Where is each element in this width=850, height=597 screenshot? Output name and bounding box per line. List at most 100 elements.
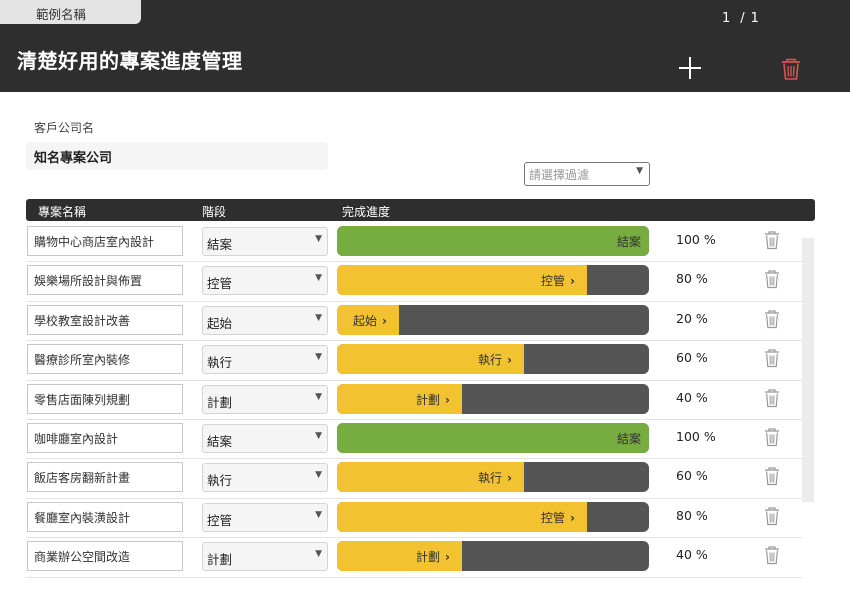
trash-icon[interactable] [764,348,780,368]
progress-fill: 控管 › [337,501,587,532]
trash-icon[interactable] [764,269,780,289]
progress-label: 計劃 [416,550,441,565]
column-header-stage: 階段 [202,205,227,219]
stage-select[interactable]: 計劃 ▼ [202,542,328,572]
trash-icon[interactable] [764,309,780,329]
project-name-field[interactable]: 零售店面陳列規劃 [27,383,183,414]
progress-bar: 起始 › [337,304,649,335]
chevron-down-icon: ▼ [315,431,322,441]
stage-select[interactable]: 控管 ▼ [202,266,328,296]
trash-icon[interactable] [764,466,780,486]
progress-label: 執行 [478,471,503,486]
plus-icon[interactable] [678,56,702,80]
table-row: 飯店客房翻新計畫 執行 ▼ 執行 › 60 % [26,459,802,499]
table-row: 購物中心商店室內設計 結案 ▼ 結案 100 % [26,223,802,263]
trash-icon[interactable] [764,427,780,447]
chevron-right-icon: › [507,353,512,368]
app-header: 範例名稱 1 / 1 清楚好用的專案進度管理 [0,0,850,92]
chevron-down-icon: ▼ [636,166,643,176]
percent-value: 100 % [676,232,716,247]
project-name-field[interactable]: 餐廳室內裝潢設計 [27,501,183,532]
progress-bar: 結案 [337,423,649,453]
chevron-right-icon: › [445,392,450,407]
chevron-right-icon: › [570,274,575,289]
percent-value: 60 % [676,350,708,366]
trash-icon[interactable] [764,230,780,250]
progress-bar: 計劃 › [337,541,649,572]
table-row: 餐廳室內裝潢設計 控管 ▼ 控管 › 80 % [26,499,802,539]
page-current: 1 [722,11,731,26]
company-name-field[interactable]: 知名專案公司 [26,142,328,170]
chevron-down-icon: ▼ [315,234,322,244]
table-row: 醫療診所室內裝修 執行 ▼ 執行 › 60 % [26,341,802,381]
stage-value: 控管 [207,512,233,528]
progress-bar: 執行 › [337,344,649,375]
progress-bar: 控管 › [337,265,649,296]
progress-bar: 結案 [337,226,649,256]
progress-fill: 結案 [337,423,649,453]
stage-select[interactable]: 執行 ▼ [202,463,328,493]
progress-fill: 計劃 › [337,541,462,572]
chevron-right-icon: › [445,550,450,565]
chevron-down-icon: ▼ [315,391,322,402]
column-header-name: 專案名稱 [38,205,87,219]
chevron-down-icon: ▼ [315,509,322,520]
project-name-field[interactable]: 咖啡廳室內設計 [27,423,183,453]
percent-value: 80 % [676,507,708,523]
stage-value: 執行 [207,355,233,371]
stage-select[interactable]: 結案 ▼ [202,424,328,453]
project-name-field[interactable]: 商業辦公空間改造 [27,541,183,572]
table-row: 咖啡廳室內設計 結案 ▼ 結案 100 % [26,420,802,460]
stage-select[interactable]: 結案 ▼ [202,227,328,256]
chevron-down-icon: ▼ [315,549,322,560]
progress-label: 控管 [541,510,566,525]
project-name-field[interactable]: 學校教室設計改善 [27,304,183,335]
percent-value: 40 % [676,389,708,405]
progress-fill: 控管 › [337,265,587,296]
project-name-field[interactable]: 飯店客房翻新計畫 [27,462,183,493]
project-name-field[interactable]: 娛樂場所設計與佈置 [27,265,183,296]
stage-select[interactable]: 控管 ▼ [202,502,328,532]
progress-label: 執行 [478,353,503,368]
trash-icon[interactable] [764,506,780,526]
progress-fill: 結案 [337,226,649,256]
project-name-field[interactable]: 醫療診所室內裝修 [27,344,183,375]
stage-value: 執行 [207,473,233,489]
chevron-down-icon: ▼ [315,312,322,323]
project-name-field[interactable]: 購物中心商店室內設計 [27,226,183,256]
trash-icon[interactable] [764,545,780,565]
stage-value: 控管 [207,276,233,292]
page-total: 1 [750,11,759,26]
chevron-down-icon: ▼ [315,273,322,284]
page-counter: 1 / 1 [722,11,759,26]
progress-label: 控管 [541,274,566,289]
scrollbar[interactable] [802,238,814,502]
chevron-right-icon: › [507,471,512,486]
table-row: 商業辦公空間改造 計劃 ▼ 計劃 › 40 % [26,538,802,578]
progress-label: 計劃 [416,392,441,407]
percent-value: 60 % [676,468,708,484]
progress-bar: 計劃 › [337,383,649,414]
stage-select[interactable]: 計劃 ▼ [202,384,328,414]
filter-select[interactable]: 請選擇過濾 ▼ [524,162,650,186]
chevron-right-icon: › [570,510,575,525]
table-row: 娛樂場所設計與佈置 控管 ▼ 控管 › 80 % [26,262,802,302]
progress-label: 結案 [616,235,641,249]
progress-bar: 控管 › [337,501,649,532]
progress-fill: 起始 › [337,304,399,335]
stage-select[interactable]: 執行 ▼ [202,345,328,375]
trash-icon[interactable] [780,57,802,81]
trash-icon[interactable] [764,388,780,408]
sheet-tab[interactable]: 範例名稱 [0,0,141,24]
progress-fill: 執行 › [337,462,524,493]
progress-label: 起始 [353,313,378,328]
stage-value: 計劃 [207,394,233,410]
stage-value: 結案 [207,237,233,252]
stage-select[interactable]: 起始 ▼ [202,305,328,335]
chevron-down-icon: ▼ [315,470,322,481]
table-row: 學校教室設計改善 起始 ▼ 起始 › 20 % [26,302,802,342]
stage-value: 計劃 [207,552,233,568]
percent-value: 100 % [676,429,716,444]
filter-placeholder: 請選擇過濾 [529,168,590,182]
chevron-right-icon: › [382,313,387,328]
